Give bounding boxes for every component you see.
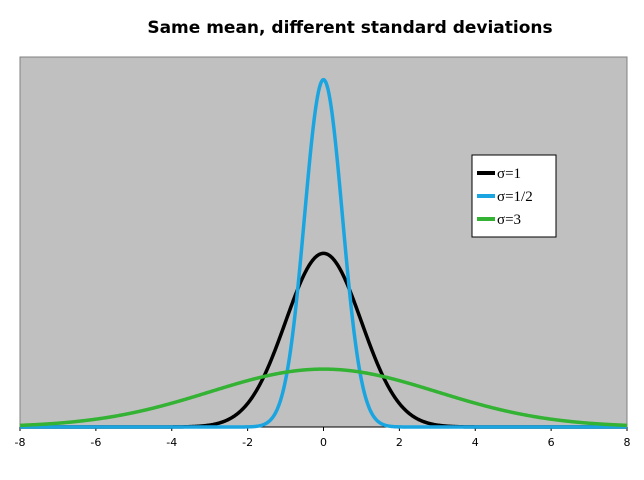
legend-label-2: σ=3 bbox=[497, 212, 521, 228]
legend-label-1: σ=1/2 bbox=[497, 189, 533, 205]
chart-title: Same mean, different standard deviations bbox=[147, 18, 553, 38]
x-tick-label: 4 bbox=[472, 436, 479, 449]
x-tick-label: -4 bbox=[166, 436, 177, 449]
series-line-1 bbox=[19, 77, 628, 429]
legend: σ=1 σ=1/2 σ=3 bbox=[471, 154, 557, 238]
series-lines bbox=[19, 77, 628, 429]
series-line-2 bbox=[19, 367, 628, 428]
x-tick-label: -8 bbox=[15, 436, 26, 449]
x-tick-label: 0 bbox=[320, 436, 327, 449]
x-tick-label: 8 bbox=[624, 436, 631, 449]
plot-background bbox=[19, 56, 628, 428]
x-tick-label: 2 bbox=[396, 436, 403, 449]
x-tick-label: -2 bbox=[242, 436, 253, 449]
x-axis: -8 -6 -4 -2 0 2 4 6 8 bbox=[15, 426, 631, 449]
legend-label-0: σ=1 bbox=[497, 166, 521, 182]
x-tick-label: -6 bbox=[90, 436, 101, 449]
x-tick-label: 6 bbox=[548, 436, 555, 449]
